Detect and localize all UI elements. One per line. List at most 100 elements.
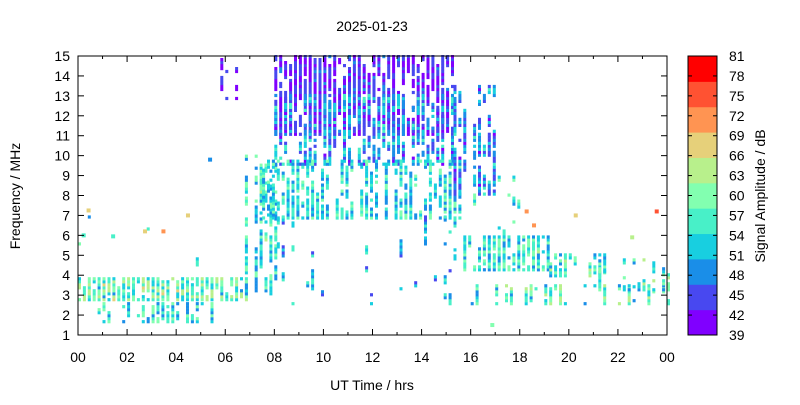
data-point bbox=[244, 262, 248, 266]
data-point bbox=[303, 108, 307, 112]
data-point bbox=[377, 123, 381, 127]
data-point bbox=[436, 123, 440, 127]
data-point bbox=[210, 298, 214, 302]
data-point bbox=[367, 84, 371, 89]
data-point bbox=[244, 175, 248, 179]
data-point bbox=[200, 302, 204, 306]
data-point bbox=[401, 147, 405, 151]
data-point bbox=[451, 153, 454, 157]
data-point bbox=[522, 262, 526, 266]
data-point bbox=[397, 129, 400, 133]
colorbar-tick-label: 78 bbox=[729, 68, 745, 84]
data-point bbox=[186, 292, 189, 296]
data-point bbox=[559, 287, 562, 291]
data-point bbox=[308, 150, 312, 154]
data-point bbox=[502, 235, 506, 239]
data-point bbox=[441, 55, 445, 59]
data-point bbox=[453, 165, 457, 169]
data-point bbox=[377, 126, 381, 130]
x-tick-label: 02 bbox=[119, 349, 135, 365]
data-point bbox=[632, 299, 636, 303]
data-point bbox=[443, 281, 447, 285]
data-point bbox=[78, 277, 81, 281]
data-point bbox=[281, 171, 285, 175]
data-point bbox=[269, 259, 273, 263]
data-point bbox=[544, 287, 548, 291]
data-point bbox=[598, 279, 602, 283]
data-point bbox=[603, 268, 607, 272]
data-point bbox=[414, 281, 418, 285]
data-point bbox=[186, 283, 189, 287]
data-point bbox=[387, 61, 391, 65]
data-point bbox=[387, 132, 391, 136]
data-point bbox=[181, 289, 185, 293]
data-point bbox=[112, 292, 116, 296]
data-point bbox=[357, 72, 361, 77]
data-point bbox=[298, 144, 302, 148]
data-point bbox=[235, 286, 239, 290]
data-point bbox=[328, 126, 332, 130]
data-point bbox=[409, 204, 413, 208]
data-point bbox=[186, 286, 189, 290]
data-point bbox=[362, 78, 366, 83]
data-point bbox=[406, 120, 410, 124]
data-point bbox=[382, 87, 386, 92]
data-point bbox=[384, 177, 388, 181]
data-point bbox=[411, 135, 415, 139]
data-point bbox=[348, 132, 351, 136]
data-point bbox=[478, 135, 481, 139]
data-point bbox=[281, 278, 285, 282]
data-point bbox=[318, 78, 322, 83]
data-point bbox=[502, 241, 506, 245]
data-point bbox=[492, 150, 496, 154]
data-point bbox=[348, 72, 351, 77]
data-point bbox=[492, 93, 496, 98]
data-point bbox=[279, 141, 283, 145]
data-point bbox=[382, 129, 386, 133]
data-point bbox=[411, 156, 415, 160]
data-point bbox=[303, 84, 307, 89]
data-point bbox=[603, 284, 607, 288]
data-point bbox=[421, 102, 425, 106]
data-point bbox=[397, 96, 400, 101]
data-point bbox=[443, 201, 447, 205]
data-point bbox=[279, 84, 283, 89]
data-point bbox=[392, 141, 396, 145]
data-point bbox=[308, 138, 312, 142]
data-point bbox=[274, 87, 278, 92]
data-point bbox=[473, 199, 477, 203]
data-point bbox=[401, 78, 405, 83]
data-point bbox=[362, 64, 366, 68]
data-point bbox=[478, 90, 481, 95]
data-point bbox=[279, 117, 283, 121]
data-point bbox=[271, 183, 275, 187]
data-point bbox=[343, 132, 346, 136]
data-point bbox=[522, 235, 526, 239]
data-point bbox=[387, 55, 391, 59]
data-point bbox=[318, 90, 322, 95]
data-point bbox=[308, 162, 312, 166]
data-point bbox=[428, 210, 432, 214]
data-point bbox=[276, 221, 280, 225]
data-point bbox=[647, 287, 651, 291]
data-point bbox=[438, 204, 442, 208]
data-point bbox=[487, 235, 491, 239]
data-point bbox=[244, 241, 248, 245]
data-point bbox=[279, 81, 283, 86]
data-point bbox=[360, 165, 364, 169]
data-point bbox=[588, 274, 592, 278]
data-point bbox=[127, 277, 131, 281]
data-point bbox=[303, 123, 307, 127]
data-point bbox=[276, 245, 280, 249]
data-point bbox=[141, 289, 145, 293]
data-point bbox=[482, 268, 486, 272]
data-point bbox=[254, 205, 258, 209]
data-point bbox=[362, 120, 366, 124]
data-point bbox=[117, 292, 121, 296]
data-point bbox=[406, 64, 410, 68]
data-point bbox=[200, 292, 204, 296]
data-point bbox=[141, 277, 145, 281]
data-point bbox=[458, 183, 462, 187]
data-point bbox=[362, 114, 366, 118]
data-point bbox=[362, 117, 366, 121]
